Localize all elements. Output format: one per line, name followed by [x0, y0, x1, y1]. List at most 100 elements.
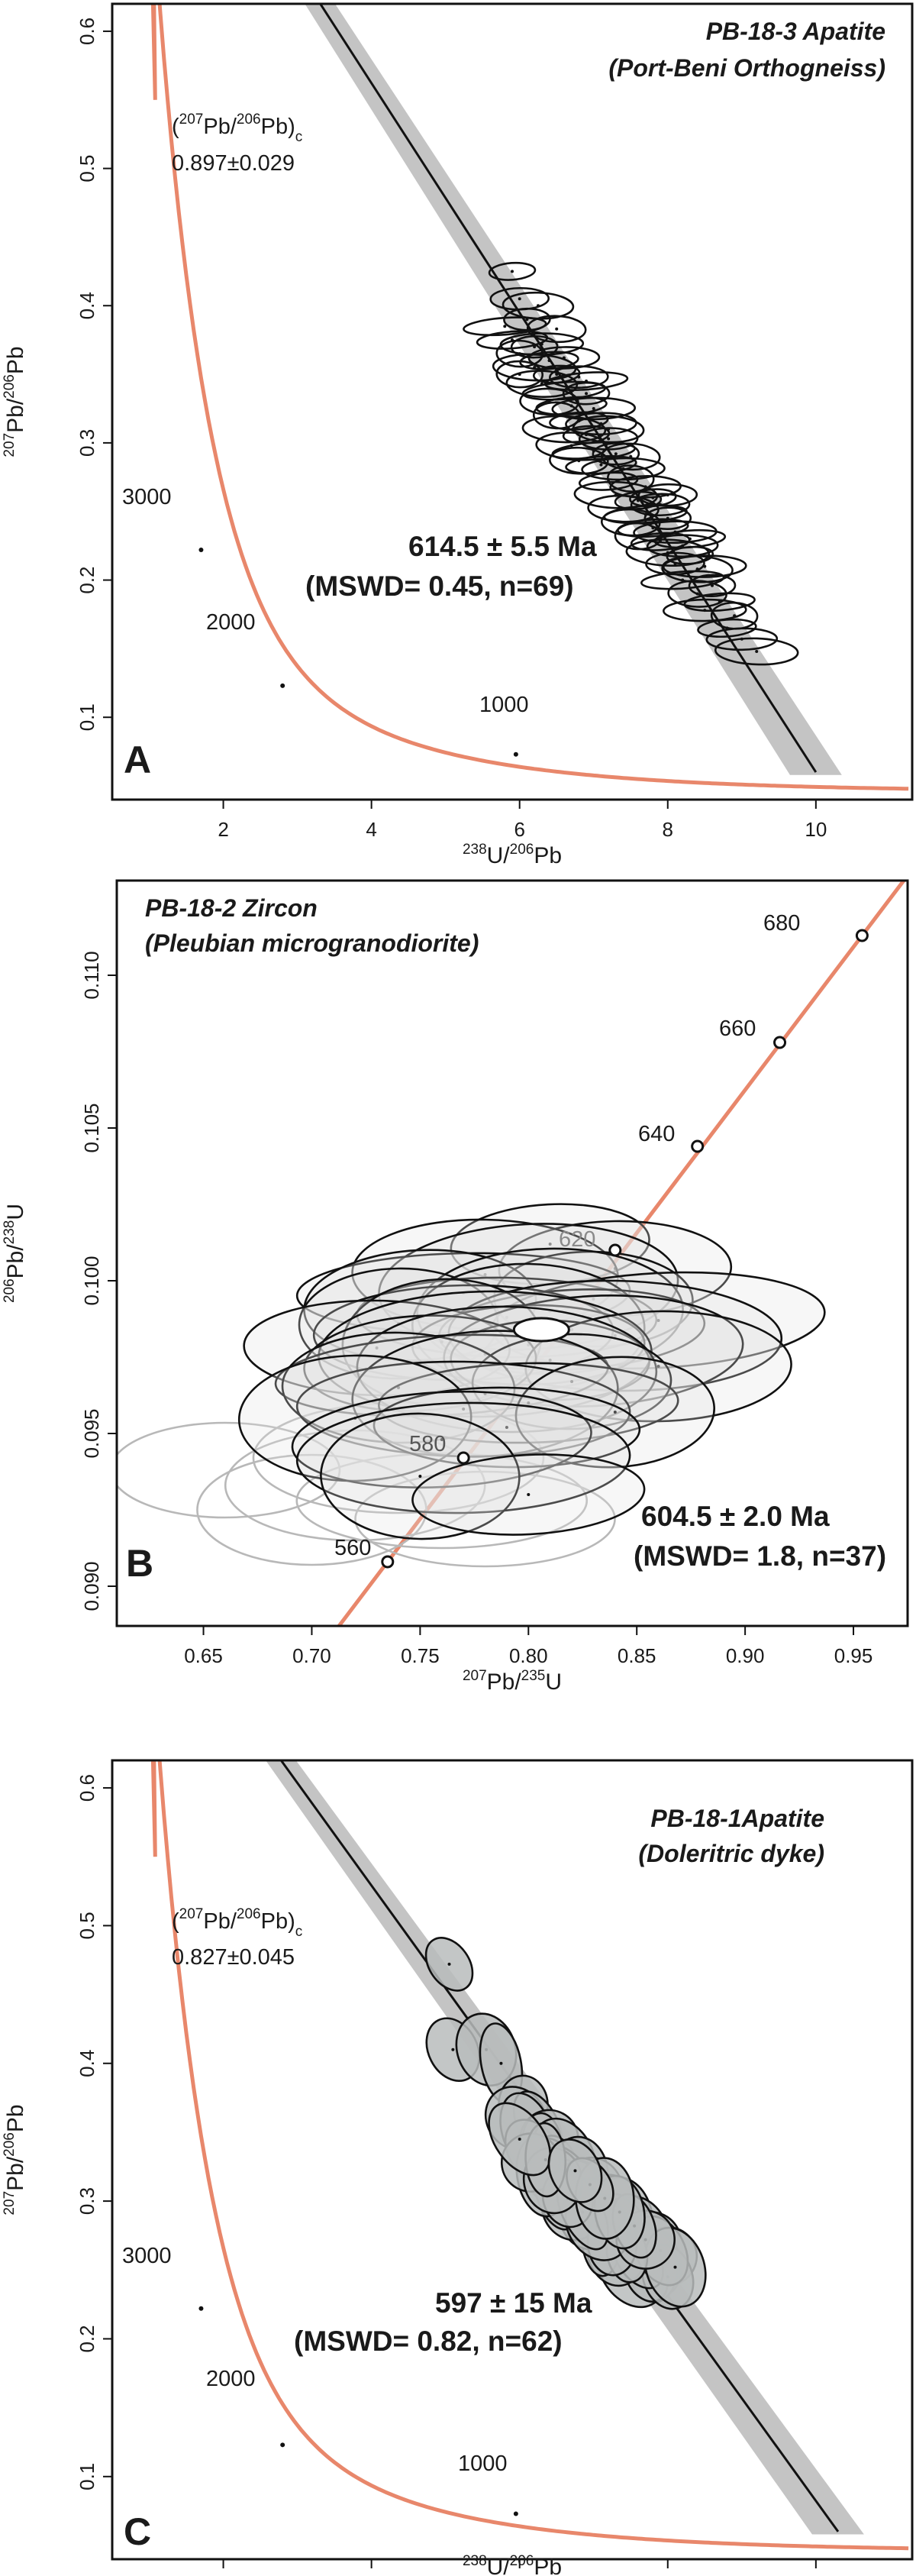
b-concordia-marker — [381, 1555, 395, 1569]
panel-a: 2 4 6 8 10 0.1 0.2 0.3 0.4 0.5 0.6 PB-18-3 Apatite… — [2, 2, 914, 868]
panel-b-y-axis-label: 206Pb/238U — [2, 1204, 28, 1303]
a-data-ellipse — [551, 396, 637, 421]
a-data-point — [629, 454, 633, 458]
b-excluded-ellipse — [354, 1470, 616, 1568]
c-data-point — [573, 2169, 577, 2173]
a-data-ellipse — [578, 471, 639, 491]
panel-b-conc-label-620: 620 — [559, 1227, 595, 1252]
a-data-point — [703, 564, 707, 568]
b-excluded-ellipse — [224, 1429, 486, 1542]
c-concordia-dot — [198, 2306, 204, 2311]
a-data-ellipse — [572, 415, 645, 444]
panel-c-ellipses — [198, 1937, 707, 2516]
a-data-ellipse — [667, 580, 727, 608]
a-x-tick-label: 4 — [366, 818, 376, 841]
a-data-point — [577, 375, 581, 379]
a-data-ellipse — [606, 464, 655, 493]
a-data-ellipse — [643, 506, 692, 531]
panel-a-conc-label-3000: 3000 — [122, 485, 172, 509]
panel-c-age: 597 ± 15 Ma — [435, 2287, 592, 2319]
a-data-point — [562, 427, 566, 431]
panel-a-intercept-value: 0.897±0.029 — [172, 151, 295, 176]
panel-b-concordia-curve — [336, 881, 907, 1626]
panel-c-conc-label-2000: 2000 — [206, 2367, 256, 2391]
b-x-tick-label: 0.95 — [834, 1644, 873, 1667]
panel-b-mean-ellipse — [512, 1317, 570, 1343]
panel-c-title-1: PB-18-1Apatite — [650, 1805, 824, 1832]
a-data-point — [533, 345, 537, 349]
a-data-point — [518, 297, 521, 301]
a-x-tick-label: 6 — [514, 818, 524, 841]
b-x-tick-label: 0.85 — [618, 1644, 656, 1667]
b-concordia-marker — [691, 1139, 705, 1153]
a-data-ellipse — [663, 598, 747, 622]
a-concordia-dot — [513, 751, 518, 757]
a-data-point — [695, 567, 699, 571]
a-data-ellipse — [549, 365, 609, 389]
a-data-point — [585, 380, 589, 383]
a-data-point — [673, 561, 677, 565]
panel-a-x-axis-label: 238U/206Pb — [463, 842, 562, 868]
a-data-ellipse — [683, 592, 756, 612]
a-data-point — [607, 427, 611, 431]
panel-b-conc-label-680: 680 — [763, 911, 800, 936]
b-data-point — [440, 1340, 443, 1343]
a-data-point — [503, 325, 507, 328]
panel-c-intercept-label: (207Pb/206Pb)c — [172, 1906, 302, 1940]
a-data-ellipse — [640, 570, 725, 590]
a-data-ellipse — [714, 637, 799, 666]
a-data-point — [592, 406, 595, 410]
c-y-tick-label: 0.5 — [76, 1912, 98, 1939]
a-data-ellipse — [663, 554, 747, 578]
a-y-tick-label: 0.3 — [76, 429, 98, 457]
a-concordia-dot — [280, 683, 285, 688]
panel-a-title-1: PB-18-3 Apatite — [706, 18, 885, 45]
panel-b-age: 604.5 ± 2.0 Ma — [641, 1501, 830, 1532]
b-data-point — [656, 1365, 660, 1368]
c-data-point — [518, 2137, 521, 2141]
b-x-tick-label: 0.65 — [184, 1644, 223, 1667]
b-x-tick-label: 0.70 — [292, 1644, 331, 1667]
b-data-point — [396, 1386, 400, 1389]
panel-a-ellipses — [198, 261, 799, 757]
panel-c-y-axis-label: 207Pb/206Pb — [2, 2104, 28, 2215]
a-data-point — [666, 493, 669, 497]
c-concordia-dot — [513, 2511, 518, 2516]
b-y-tick-label: 0.110 — [80, 951, 103, 999]
b-data-point — [527, 1343, 531, 1346]
a-data-point — [659, 540, 663, 544]
b-data-point — [548, 1359, 552, 1362]
c-data-point — [447, 1962, 451, 1966]
panel-c-frame — [111, 1759, 914, 2561]
c-y-tick-label: 0.1 — [76, 2463, 98, 2490]
a-data-point — [614, 452, 618, 456]
c-data-point — [673, 2265, 677, 2269]
a-data-ellipse — [495, 360, 543, 389]
a-data-ellipse — [488, 261, 537, 281]
panel-a-conc-label-2000: 2000 — [206, 610, 256, 635]
panel-c-x-axis-label: 238U/206Pb — [463, 2553, 562, 2576]
b-x-tick-label: 0.75 — [401, 1644, 440, 1667]
a-data-point — [681, 578, 685, 582]
panel-b-title-1: PB-18-2 Zircon — [145, 894, 318, 922]
panel-c-title-2: (Doleritric dyke) — [638, 1840, 824, 1867]
b-y-tick-label: 0.105 — [80, 1103, 103, 1152]
c-y-tick-label: 0.3 — [76, 2187, 98, 2215]
panel-b-concordia-markers — [381, 929, 869, 1569]
a-x-tick-label: 8 — [663, 818, 673, 841]
a-data-ellipse — [629, 488, 677, 508]
b-excluded-ellipse — [295, 1452, 589, 1550]
a-data-point — [695, 592, 699, 596]
a-y-tick-label: 0.6 — [76, 18, 98, 45]
b-data-point — [548, 1243, 552, 1246]
b-data-point — [570, 1328, 574, 1331]
a-data-point — [585, 392, 589, 396]
a-data-point — [599, 463, 603, 467]
panel-c-conc-label-3000: 3000 — [122, 2244, 172, 2268]
panel-c-letter: C — [124, 2510, 151, 2553]
panel-a-y-axis-label: 207Pb/206Pb — [2, 346, 28, 457]
a-data-point — [681, 544, 685, 548]
b-data-point — [375, 1346, 379, 1349]
a-data-point — [525, 318, 529, 322]
